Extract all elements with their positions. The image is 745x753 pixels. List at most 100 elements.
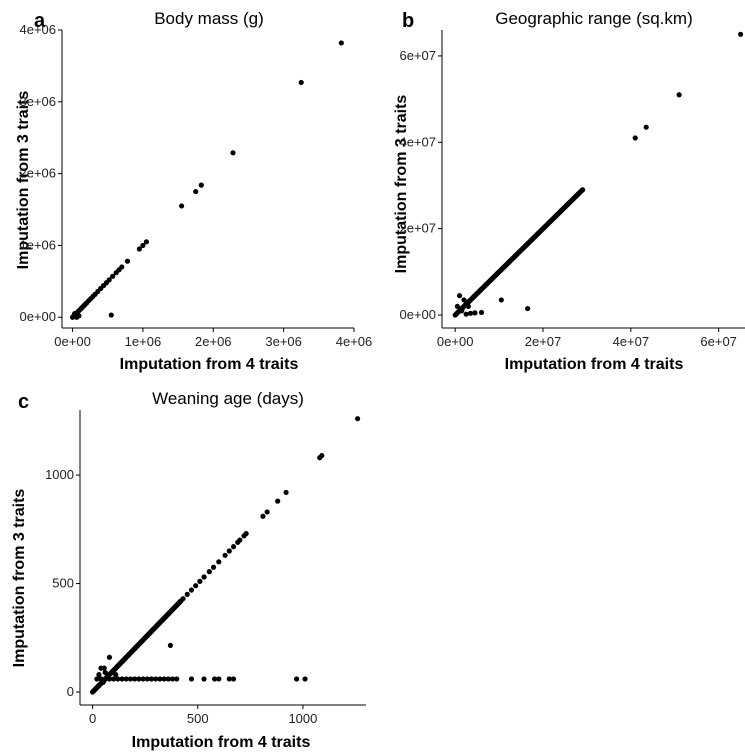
panel-b-data-point (643, 124, 649, 130)
panel-a-data-point (179, 203, 185, 209)
panel-c-data-point (111, 676, 117, 682)
panel-c-data-point (193, 583, 199, 589)
panel-b-points (452, 31, 744, 318)
panel-a-data-point (119, 264, 125, 270)
panel-c-data-point (197, 578, 203, 584)
panel-a-y-tick-label: 3e+06 (19, 94, 56, 109)
panel-a-title: Body mass (g) (154, 9, 264, 28)
panel-c-title: Weaning age (days) (152, 389, 304, 408)
panel-a-x-tick-label: 1e+06 (125, 334, 162, 349)
panel-c-data-point (210, 564, 217, 570)
panel-a-x-tick-label: 3e+06 (265, 334, 302, 349)
panel-a-data-point (230, 150, 236, 156)
panel-c-data-point (243, 531, 249, 537)
panel-b-x-tick-label: 0e+00 (437, 334, 474, 349)
panel-c-x-tick-label: 0 (89, 711, 96, 726)
panel-c-data-point (153, 676, 159, 682)
panel-b-x-tick-label: 6e+07 (700, 334, 737, 349)
panel-c-y-tick-label: 1000 (45, 467, 74, 482)
panel-c-data-point (354, 416, 361, 422)
panel-a-x-tick-label: 0e+00 (54, 334, 91, 349)
panel-a-y-tick-label: 1e+06 (19, 237, 56, 252)
panel-c-data-point (188, 587, 195, 593)
panel-c-x-tick-label: 500 (187, 711, 209, 726)
panel-c-data-point (222, 552, 228, 558)
panel-a-data-point (198, 182, 204, 188)
panel-a: a Body mass (g) Imputation from 4 traits… (15, 9, 372, 373)
panel-a-x-tick-label: 4e+06 (336, 334, 373, 349)
panel-c-data-point (237, 537, 243, 543)
panel-b-data-point (456, 293, 463, 299)
panel-a-data-point (108, 312, 114, 318)
panel-c-data-point (102, 669, 108, 676)
panel-c-data-point (140, 676, 146, 682)
panel-c-data-point (148, 676, 155, 682)
panel-b-data-point (676, 92, 682, 98)
panel-c-data-point (127, 676, 134, 682)
panel-b-data-point (459, 308, 465, 314)
panel-c-data-point (157, 676, 163, 682)
panel-c-data-point (106, 654, 113, 660)
panel-c-data-point (201, 574, 207, 580)
panel-a-data-point (140, 242, 146, 249)
panel-c-data-point (115, 676, 121, 682)
panel-c-x-tick-label: 1000 (288, 711, 317, 726)
panel-c-data-point (101, 665, 107, 671)
panel-a-data-point (143, 239, 150, 245)
panel-b: b Geographic range (sq.km) Imputation fr… (393, 9, 745, 373)
panel-c-y-tick-label: 500 (52, 576, 74, 591)
panel-c-data-point (211, 676, 218, 682)
panel-c-data-point (216, 676, 222, 682)
panel-b-title: Geographic range (sq.km) (495, 9, 692, 28)
panel-b-data-point (498, 297, 504, 303)
panel-b-y-axis-label: Imputation from 3 traits (393, 95, 410, 274)
panel-b-data-point (465, 303, 471, 310)
panel-c-data-point (260, 513, 266, 519)
panel-c-data-point (161, 676, 167, 682)
panel-b-letter: b (402, 10, 414, 32)
panel-b-data-point (461, 297, 467, 303)
panel-b-data-point (478, 309, 485, 316)
panel-c-data-point (132, 676, 138, 682)
panel-a-points (69, 40, 344, 320)
panel-c-data-point (119, 676, 125, 682)
panel-a-y-tick-label: 4e+06 (19, 22, 56, 37)
panel-b-data-point (579, 187, 586, 193)
panel-c-data-point (264, 509, 270, 515)
panel-b-data-point (467, 310, 474, 316)
panel-c-data-point (167, 642, 174, 648)
panel-c-data-point (113, 672, 119, 678)
panel-b-axes: 0e+00 2e+07 4e+07 6e+07 0e+00 2e+07 4e+07 6e+07 (399, 30, 745, 349)
panel-a-data-point (338, 40, 344, 46)
panel-b-data-point (573, 193, 579, 199)
panel-a-data-point (106, 277, 112, 283)
panel-b-y-tick-label: 2e+07 (399, 221, 436, 236)
panel-c: c Weaning age (days) Imputation from 4 t… (11, 389, 366, 751)
panel-c-data-point (165, 676, 171, 682)
panel-b-data-point (632, 135, 638, 141)
panel-c-data-point (216, 559, 222, 565)
panel-c-data-point (226, 548, 232, 554)
panel-c-data-point (283, 489, 289, 496)
panel-c-points (90, 416, 361, 695)
panel-c-data-point (230, 544, 237, 550)
panel-c-data-point (106, 676, 113, 682)
panel-c-data-point (275, 498, 281, 504)
panel-c-data-point (96, 672, 102, 678)
panel-a-x-axis-label: Imputation from 4 traits (120, 356, 299, 373)
panel-a-letter: a (34, 10, 46, 32)
panel-a-y-tick-label: 2e+06 (19, 166, 56, 181)
panel-b-x-axis-label: Imputation from 4 traits (505, 356, 684, 373)
panel-c-data-point (100, 679, 106, 685)
panel-c-letter: c (18, 391, 29, 413)
panel-c-data-point (226, 676, 232, 682)
panel-a-data-point (124, 258, 131, 264)
panel-a-axes: 0e+00 1e+06 2e+06 3e+06 4e+06 0e+00 1e+06 2e+06… (19, 22, 372, 349)
panel-b-data-point (738, 31, 744, 37)
panel-b-data-point (525, 305, 531, 312)
panel-c-data-point (180, 596, 186, 602)
panel-a-data-point (136, 246, 142, 252)
panel-c-data-point (302, 676, 308, 682)
panel-c-y-axis-label: Imputation from 3 traits (11, 489, 28, 668)
panel-b-x-tick-label: 2e+07 (525, 334, 562, 349)
